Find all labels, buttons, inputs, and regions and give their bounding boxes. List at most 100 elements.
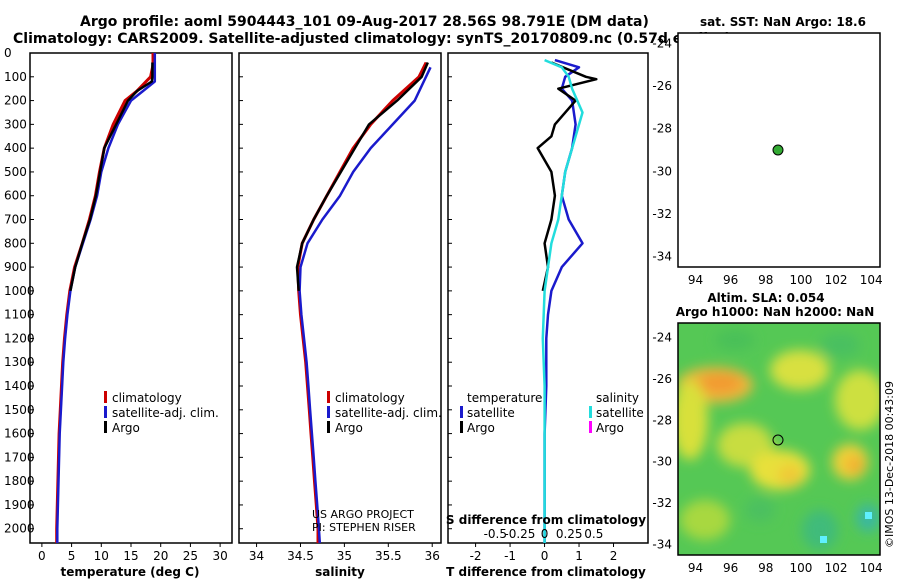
legend-t-satellite: satellite [467,406,515,420]
legend-swatch-t-satellite [460,406,463,418]
pressure-tick-label: 300 [4,117,27,131]
legend-swatch-argo [327,421,330,433]
legend-temperature-header: temperature [467,391,542,405]
legend-swatch-satellite [104,406,107,418]
legend-s-satellite: satellite [596,406,644,420]
x-tick-label-salinity: -0.25 [504,527,535,541]
map-axes: 94 96 98 100 102 104 -24 -26 -28 -30 -32 -34 94 96 98 1… [652,37,882,575]
series-line-t-argo [536,61,598,292]
x-tick-label: 20 [153,549,168,563]
x-tick-label: 2 [610,549,618,563]
legend-swatch-t-argo [460,421,463,433]
pressure-tick-label: 100 [4,70,27,84]
x-tick-label: 15 [123,549,138,563]
x-tick-label: 34.5 [287,549,314,563]
x-tick-label: 30 [212,549,227,563]
pressure-tick-label: 200 [4,94,27,108]
legend-swatch-satellite [327,406,330,418]
legend-t-argo: Argo [467,421,495,435]
x-tick-label: 0 [38,549,46,563]
legend-swatch-s-satellite [589,406,592,418]
credit-line1: US ARGO PROJECT [312,508,414,521]
pressure-tick-label: 1100 [4,308,35,322]
lon-tick-label: 100 [790,561,813,575]
x-tick-label-salinity: 0.25 [556,527,583,541]
imos-timestamp: ©IMOS 13-Dec-2018 00:43:09 [883,381,896,548]
temperature-series [55,53,157,543]
pressure-tick-label: 700 [4,213,27,227]
lat-tick-label: -30 [652,164,672,178]
series-line-argo [69,62,154,292]
legend-argo: Argo [112,421,140,435]
credit-line2: PI: STEPHEN RISER [312,521,416,534]
x-axes: 0 5 10 15 20 25 30 34 34.5 35 35.5 36 -2 -1 0 1 2 -0.5-0.… [38,527,617,563]
lon-tick-label: 104 [860,561,883,575]
lon-tick-label: 98 [758,273,773,287]
series-line-satellite-adj-clim- [298,66,432,544]
pressure-tick-label: 900 [4,260,27,274]
pressure-tick-label: 1300 [4,355,35,369]
lat-tick-label: -34 [652,249,672,263]
sla-hotspot [865,512,872,519]
lon-tick-label: 98 [758,561,773,575]
sla-hotspot [820,536,827,543]
x-tick-label: 35.5 [375,549,402,563]
lon-tick-label: 104 [860,273,883,287]
pressure-tick-label: 400 [4,141,27,155]
float-position-marker [772,434,784,446]
pressure-tick-label: 1900 [4,498,35,512]
map-bottom-title2: Argo h1000: NaN h2000: NaN [676,305,875,319]
difference-panel [447,52,649,544]
lat-tick-label: -32 [652,496,672,510]
series-line-s-satellite [541,58,584,543]
series-line-argo [295,62,429,291]
x-tick-label: 0 [541,549,549,563]
x-tick-label: 35 [337,549,352,563]
legend-swatch-s-argo [589,421,592,433]
lon-tick-label: 102 [825,561,848,575]
salinity-legend: climatology satellite-adj. clim. Argo [327,391,442,435]
sla-map [678,323,880,555]
pressure-tick-label: 1000 [4,284,35,298]
pressure-tick-label: 1200 [4,331,35,345]
legend-satellite-adj: satellite-adj. clim. [112,406,219,420]
difference-xlabel: T difference from climatology [446,565,646,579]
lat-tick-label: -24 [652,330,672,344]
legend-swatch-climatology [327,391,330,403]
lat-tick-label: -28 [652,122,672,136]
legend-salinity-header: salinity [596,391,639,405]
legend-climatology: climatology [112,391,182,405]
pressure-tick-label: 600 [4,189,27,203]
pressure-tick-label: 800 [4,236,27,250]
lat-tick-label: -34 [652,538,672,552]
float-position-marker [772,144,784,156]
salinity-xlabel: salinity [315,565,365,579]
x-tick-label: 25 [183,549,198,563]
x-tick-label-salinity: -0.5 [484,527,507,541]
legend-argo: Argo [335,421,363,435]
lon-tick-label: 96 [723,561,738,575]
difference-xlabel-top: S difference from climatology [446,513,646,527]
pressure-tick-label: 2000 [4,522,35,536]
pressure-tick-label: 1700 [4,450,35,464]
x-tick-label: 1 [575,549,583,563]
pressure-axis: 0 100 200 300 400 500 600 700 800 900 1000 1100 1200… [4,46,452,536]
lat-tick-label: -30 [652,455,672,469]
lon-tick-label: 102 [825,273,848,287]
salinity-series [295,61,432,544]
temperature-xlabel: temperature (deg C) [61,565,200,579]
pressure-tick-label: 1500 [4,403,35,417]
temperature-legend: climatology satellite-adj. clim. Argo [104,391,219,435]
title-line2: Climatology: CARS2009. Satellite-adjuste… [13,31,731,47]
lon-tick-label: 94 [688,273,703,287]
temperature-panel [29,52,233,544]
difference-legend: temperature salinity satellite Argo sate… [460,391,644,435]
pressure-tick-label: 0 [4,46,12,60]
legend-swatch-argo [104,421,107,433]
lat-tick-label: -26 [652,372,672,386]
legend-satellite-adj: satellite-adj. clim. [335,406,442,420]
lat-tick-label: -26 [652,79,672,93]
difference-series [536,58,598,543]
series-line-climatology [55,53,155,543]
